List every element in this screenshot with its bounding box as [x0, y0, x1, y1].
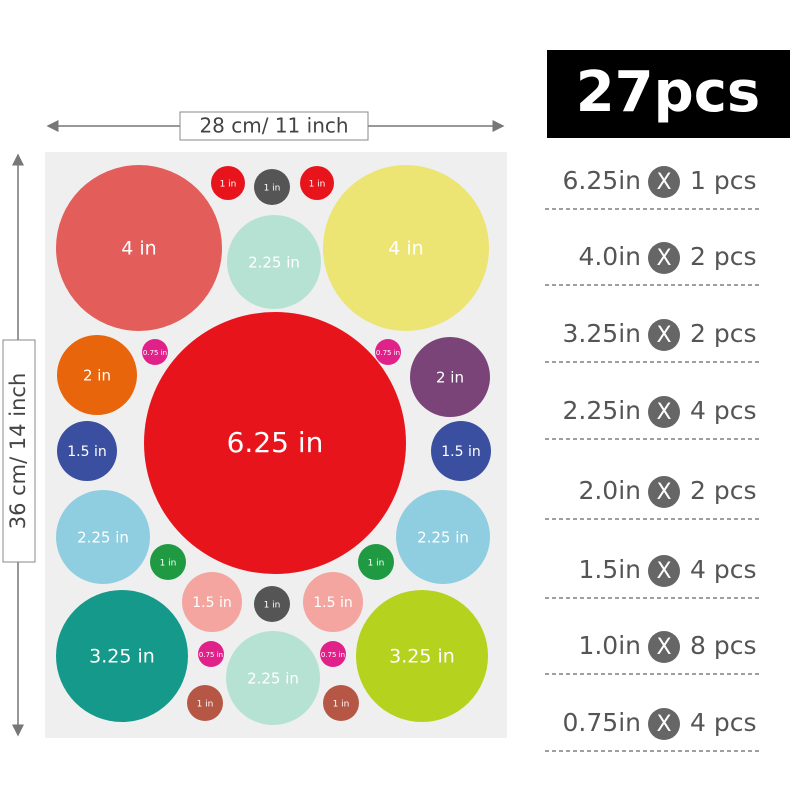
sticker-label: 2.25 in — [248, 254, 300, 272]
sticker-label: 1.5 in — [441, 444, 480, 460]
sticker-circle — [211, 166, 245, 200]
sticker-circle — [300, 166, 334, 200]
item-size: 4.0in — [578, 242, 641, 271]
separator: X — [656, 635, 671, 660]
height-label: 36 cm/ 14 inch — [6, 373, 30, 530]
item-count: 4 pcs — [690, 708, 757, 737]
item-count: 2 pcs — [690, 476, 757, 505]
sticker-circle — [358, 544, 394, 580]
sticker-circle — [56, 165, 222, 331]
sticker-circle — [396, 490, 490, 584]
separator: X — [656, 323, 671, 348]
item-count: 4 pcs — [690, 396, 757, 425]
sticker-label: 1 in — [333, 700, 350, 710]
sticker-label: 3.25 in — [89, 646, 155, 668]
item-size: 2.0in — [578, 476, 641, 505]
circle-group: 4 in 1 in 1 in 1 in 4 in 2.25 in 2 in 0.75 in 6.… — [56, 165, 491, 725]
sticker-label: 1.5 in — [192, 595, 231, 611]
sticker-label: 2.25 in — [77, 529, 129, 547]
sticker-circle — [254, 169, 290, 205]
header-title: 27pcs — [576, 60, 761, 125]
separator-badge — [648, 631, 680, 663]
sticker-circle — [56, 490, 150, 584]
sticker-label: 1 in — [368, 559, 385, 569]
sticker-label: 1 in — [160, 559, 177, 569]
sticker-label: 1.5 in — [313, 595, 352, 611]
separator: X — [656, 559, 671, 584]
sticker-circle — [323, 165, 489, 331]
sticker-circle — [320, 641, 346, 667]
separator-badge — [648, 242, 680, 274]
item-size: 0.75in — [563, 708, 641, 737]
width-label: 28 cm/ 11 inch — [199, 114, 348, 138]
item-count: 2 pcs — [690, 242, 757, 271]
sticker-circle — [375, 339, 401, 365]
separator-badge — [648, 166, 680, 198]
sticker-label: 1 in — [264, 184, 281, 194]
size-list: 6.25in X 1 pcs 4.0in X 2 pcs 3.25in X 2 pcs 2.25i… — [545, 166, 762, 752]
sticker-circle — [198, 641, 224, 667]
item-size: 1.0in — [578, 631, 641, 660]
item-size: 2.25in — [563, 396, 641, 425]
item-count: 4 pcs — [690, 555, 757, 584]
sticker-label: 2.25 in — [247, 670, 299, 688]
item-size: 6.25in — [563, 166, 641, 195]
sticker-circle — [226, 631, 320, 725]
sticker-circle — [303, 572, 363, 632]
sticker-circle — [57, 335, 137, 415]
sticker-circle — [57, 421, 117, 481]
item-size: 3.25in — [563, 319, 641, 348]
sticker-circle — [254, 586, 290, 622]
separator: X — [656, 480, 671, 505]
separator-badge — [648, 319, 680, 351]
sticker-circle — [142, 339, 168, 365]
sticker-label: 1 in — [197, 700, 214, 710]
separator: X — [656, 712, 671, 737]
separator-badge — [648, 708, 680, 740]
item-count: 8 pcs — [690, 631, 757, 660]
sticker-label: 0.75 in — [199, 651, 223, 659]
sticker-label: 6.25 in — [227, 426, 324, 459]
sticker-label: 1.5 in — [67, 444, 106, 460]
width-label-box — [179, 111, 369, 141]
item-size: 1.5in — [578, 555, 641, 584]
sticker-circle — [56, 590, 188, 722]
sticker-circle — [187, 685, 223, 721]
sticker-circle — [356, 590, 488, 722]
sticker-label: 0.75 in — [321, 651, 345, 659]
sticker-label: 2.25 in — [417, 529, 469, 547]
sticker-label: 3.25 in — [389, 646, 455, 668]
height-label-box — [2, 339, 36, 563]
sticker-label: 1 in — [220, 180, 237, 190]
sticker-circle — [182, 572, 242, 632]
separator-badge — [648, 476, 680, 508]
item-count: 1 pcs — [690, 166, 757, 195]
separator: X — [656, 246, 671, 271]
header-box — [547, 50, 790, 138]
item-count: 2 pcs — [690, 319, 757, 348]
sticker-circle — [227, 215, 321, 309]
separator-badge — [648, 555, 680, 587]
sticker-label: 4 in — [388, 238, 423, 260]
sticker-circle — [323, 685, 359, 721]
separator-badge — [648, 396, 680, 428]
sticker-circle — [431, 421, 491, 481]
sticker-label: 2 in — [436, 369, 464, 387]
sticker-circle — [144, 312, 406, 574]
separator: X — [656, 170, 671, 195]
sticker-label: 0.75 in — [143, 349, 167, 357]
sticker-label: 2 in — [83, 367, 111, 385]
separator: X — [656, 400, 671, 425]
sticker-label: 1 in — [264, 601, 281, 611]
sticker-label: 0.75 in — [376, 349, 400, 357]
sticker-label: 1 in — [309, 180, 326, 190]
sticker-circle — [150, 544, 186, 580]
sticker-circle — [410, 337, 490, 417]
sticker-label: 4 in — [121, 238, 156, 260]
